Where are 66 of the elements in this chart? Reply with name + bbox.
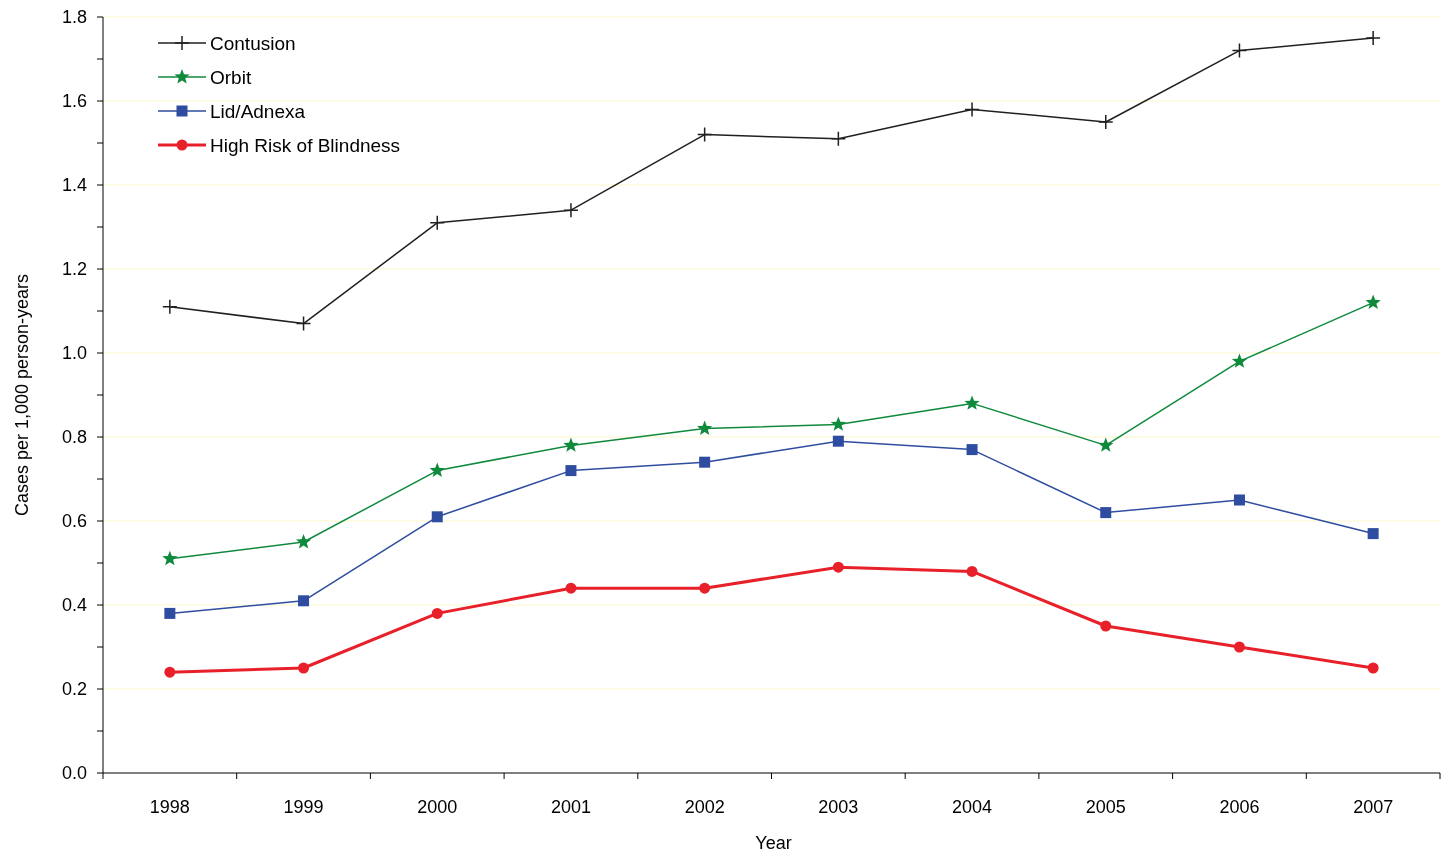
point xyxy=(431,511,443,523)
point xyxy=(429,462,445,478)
point xyxy=(830,131,847,147)
y-tick-label: 0.4 xyxy=(61,595,87,616)
point xyxy=(431,607,443,619)
y-tick-label: 0.0 xyxy=(61,763,87,784)
point xyxy=(1365,30,1381,46)
y-tick-label: 0.8 xyxy=(61,427,87,448)
y-tick-label: 1.8 xyxy=(61,7,87,28)
legend-label: High Risk of Blindness xyxy=(210,134,401,156)
legend-label: Lid/Adnexa xyxy=(210,100,306,122)
y-tick-label: 0.2 xyxy=(61,679,87,700)
x-tick-label: 1999 xyxy=(283,797,324,817)
point xyxy=(565,582,577,594)
point xyxy=(697,420,713,436)
point xyxy=(1365,294,1381,310)
point xyxy=(563,437,579,452)
point xyxy=(298,595,310,607)
y-axis-title: Cases per 1,000 person-years xyxy=(12,273,32,517)
x-tick-label: 2004 xyxy=(952,797,993,817)
point xyxy=(966,444,978,456)
point xyxy=(295,534,312,549)
point xyxy=(699,582,711,594)
point xyxy=(1098,437,1114,452)
point xyxy=(1100,620,1112,632)
point xyxy=(1233,494,1245,506)
point xyxy=(295,315,312,332)
x-tick-label: 2006 xyxy=(1219,797,1260,817)
point xyxy=(298,662,310,674)
x-tick-label: 2002 xyxy=(684,797,725,817)
y-tick-label: 1.4 xyxy=(61,175,87,196)
x-tick-label: 2007 xyxy=(1353,797,1394,817)
point xyxy=(429,215,445,231)
point xyxy=(164,666,176,678)
point xyxy=(832,435,844,447)
x-tick-label: 2003 xyxy=(818,797,859,817)
point xyxy=(964,101,980,118)
point xyxy=(699,456,711,468)
point xyxy=(1367,662,1379,674)
point xyxy=(1367,528,1379,540)
point xyxy=(1098,114,1114,130)
legend-label: Contusion xyxy=(210,32,296,54)
point xyxy=(1231,42,1248,59)
x-tick-label: 2001 xyxy=(550,797,591,817)
y-tick-label: 1.0 xyxy=(61,343,87,364)
point xyxy=(964,395,980,410)
point xyxy=(1231,353,1248,368)
y-tick-label: 0.6 xyxy=(61,511,87,532)
point xyxy=(164,607,176,619)
point xyxy=(565,465,577,477)
point xyxy=(696,126,713,143)
point xyxy=(832,561,844,573)
point xyxy=(1233,641,1245,653)
y-tick-label: 1.2 xyxy=(61,259,87,280)
legend-label: Orbit xyxy=(210,66,252,88)
x-tick-label: 1998 xyxy=(149,797,190,817)
point xyxy=(563,202,579,218)
x-tick-label: 2000 xyxy=(417,797,458,817)
point xyxy=(966,565,978,577)
point xyxy=(162,299,178,315)
x-axis-title: Year xyxy=(755,833,792,853)
point xyxy=(162,550,178,566)
point xyxy=(1100,507,1112,519)
point xyxy=(830,416,846,431)
x-tick-label: 2005 xyxy=(1085,797,1126,817)
y-tick-label: 1.6 xyxy=(61,91,87,112)
